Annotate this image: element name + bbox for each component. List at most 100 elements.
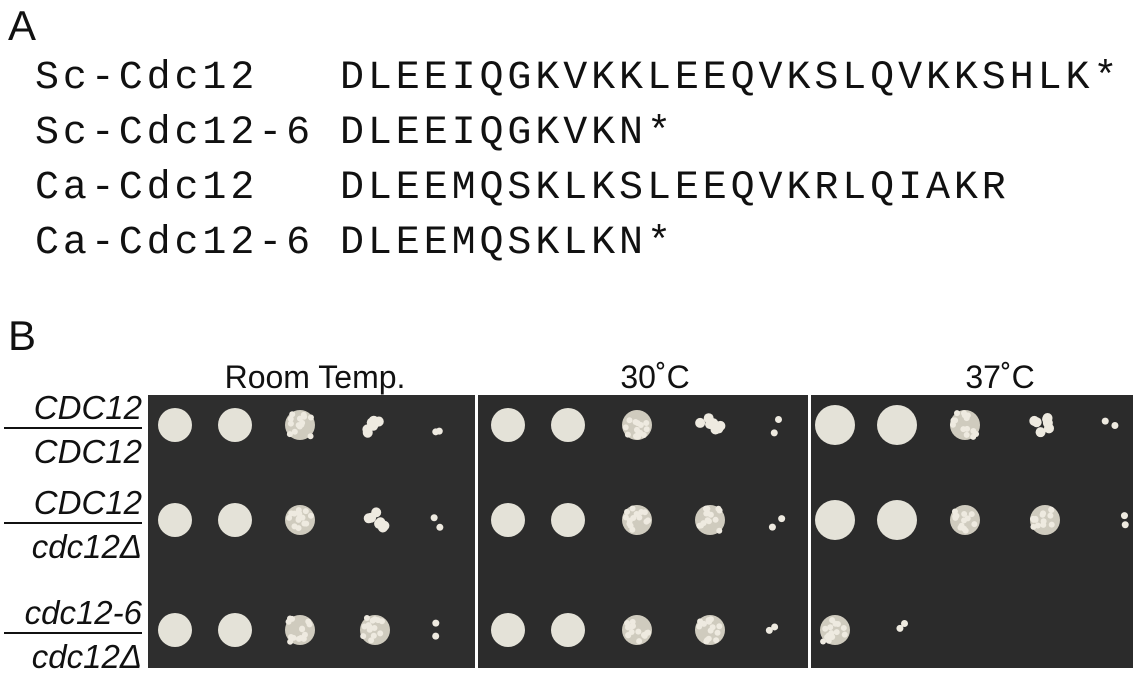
colony	[364, 615, 370, 621]
colony	[636, 638, 642, 644]
colony	[826, 638, 832, 644]
colony	[292, 429, 298, 435]
colony	[296, 516, 302, 522]
colony	[965, 412, 971, 418]
colony	[766, 627, 773, 634]
colony	[954, 410, 960, 416]
colony	[643, 519, 649, 525]
colony	[820, 638, 826, 644]
colony	[960, 426, 966, 432]
colony	[1111, 422, 1118, 429]
colony	[374, 519, 384, 529]
colony	[377, 630, 383, 636]
colony	[701, 520, 707, 526]
protein-name: Sc-Cdc12-6	[35, 111, 314, 156]
colony	[291, 511, 297, 517]
colony	[970, 428, 976, 434]
figure: A B Sc-Cdc12DLEEIQGKVKKLEEQVKSLQVKKSHLK*…	[0, 0, 1133, 679]
colony	[299, 626, 305, 632]
colony	[366, 624, 372, 630]
colony	[436, 428, 443, 435]
condition-label: 37˚C	[965, 359, 1034, 395]
colony	[308, 433, 314, 439]
colony	[301, 414, 307, 420]
colony	[625, 632, 631, 638]
colony	[432, 620, 439, 627]
colony	[436, 524, 443, 531]
colony	[364, 513, 374, 523]
colony	[1047, 513, 1053, 519]
colony	[710, 624, 716, 630]
colony	[291, 635, 297, 641]
colony	[638, 422, 644, 428]
colony	[367, 418, 377, 428]
colony	[1048, 507, 1054, 513]
colony	[901, 620, 908, 627]
colony	[625, 432, 631, 438]
colony	[298, 422, 304, 428]
colony	[713, 637, 719, 643]
colony	[303, 508, 309, 514]
genotype-bottom: CDC12	[34, 433, 142, 470]
colony	[360, 633, 366, 639]
colony	[623, 514, 629, 520]
genotype-top: CDC12	[34, 389, 142, 426]
colony	[769, 524, 776, 531]
colony	[368, 637, 374, 643]
colony	[1031, 517, 1037, 523]
colony	[703, 638, 709, 644]
colony	[835, 621, 841, 627]
colony	[643, 420, 649, 426]
colony	[644, 426, 650, 432]
colony	[624, 509, 630, 515]
colony	[623, 424, 629, 430]
colony	[291, 523, 297, 529]
colony-spot	[158, 503, 192, 537]
colony	[370, 618, 376, 624]
colony	[371, 625, 377, 631]
colony	[625, 624, 631, 630]
colony	[965, 515, 971, 521]
sequence: DLEEMQSKLKSLEEQVKRLQIAKR	[340, 166, 1010, 211]
colony	[703, 511, 709, 517]
colony	[826, 632, 832, 638]
colony	[298, 635, 304, 641]
colony	[1044, 423, 1054, 433]
colony	[713, 424, 723, 434]
colony	[715, 506, 721, 512]
panel-label: B	[8, 312, 36, 359]
colony	[961, 526, 967, 532]
colony	[971, 521, 977, 527]
colony-spot	[551, 503, 585, 537]
colony	[706, 518, 712, 524]
colony	[1040, 522, 1046, 528]
colony	[841, 625, 847, 631]
colony	[1032, 417, 1042, 427]
colony	[637, 430, 643, 436]
colony-spot	[877, 500, 917, 540]
colony	[952, 515, 958, 521]
colony	[308, 415, 314, 421]
colony-spot	[491, 613, 525, 647]
colony	[970, 434, 976, 440]
colony-spot	[551, 613, 585, 647]
colony	[775, 416, 782, 423]
condition-label: Room Temp.	[225, 359, 406, 395]
colony	[308, 513, 314, 519]
colony-spot	[218, 408, 252, 442]
colony	[289, 411, 295, 417]
colony	[771, 429, 778, 436]
colony	[1030, 524, 1036, 530]
colony	[287, 616, 293, 622]
colony-spot	[877, 405, 917, 445]
sequence: DLEEIQGKVKKLEEQVKSLQVKKSHLK*	[340, 56, 1121, 101]
colony	[713, 517, 719, 523]
colony	[630, 506, 636, 512]
genotype-bottom: cdc12Δ	[32, 638, 142, 675]
colony	[1121, 512, 1128, 519]
colony	[715, 630, 721, 636]
colony	[1122, 521, 1129, 528]
colony	[375, 617, 381, 623]
colony	[301, 521, 307, 527]
colony	[629, 527, 635, 533]
